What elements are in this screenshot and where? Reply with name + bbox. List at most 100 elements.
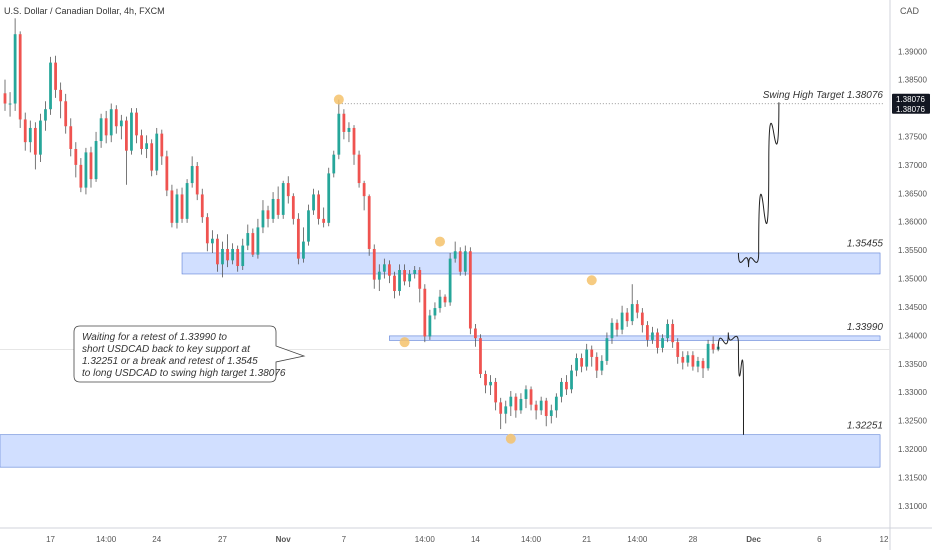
candle-body-112 <box>570 370 573 390</box>
candle-body-140 <box>711 343 715 350</box>
candle-body-54 <box>276 198 280 215</box>
swing-marker-4 <box>505 433 516 444</box>
y-tick-0: 1.39000 <box>898 47 927 56</box>
candle-body-94 <box>479 338 482 374</box>
annotation-line-2: 1.32251 or a break and retest of 1.3545 <box>82 356 258 367</box>
swing-marker-1 <box>435 236 445 247</box>
level-label-3: 1.32251 <box>847 421 883 432</box>
candle-body-138 <box>701 360 705 369</box>
candle-body-95 <box>484 373 487 386</box>
candle-body-126 <box>640 312 644 326</box>
candle-body-49 <box>251 233 255 255</box>
candle-body-24 <box>125 120 128 151</box>
zones <box>0 252 881 468</box>
y-tick-14: 1.32000 <box>898 445 927 454</box>
candle-body-82 <box>418 270 422 289</box>
candle-body-136 <box>691 355 695 367</box>
candle-body-64 <box>327 173 331 223</box>
candle-body-122 <box>620 312 624 330</box>
y-tick-15: 1.31500 <box>898 473 927 482</box>
x-tick-8: 14:00 <box>521 535 542 544</box>
candle-body-19 <box>99 118 103 142</box>
candle-body-106 <box>539 400 543 411</box>
candle-body-128 <box>651 332 654 340</box>
candle-body-117 <box>595 356 599 371</box>
candle-body-81 <box>413 270 417 274</box>
x-tick-last: 12 <box>880 535 889 544</box>
candle-body-114 <box>580 358 584 367</box>
candle-body-119 <box>605 338 609 361</box>
x-tick-10: 14:00 <box>627 535 648 544</box>
candle-body-41 <box>210 238 214 244</box>
candle-body-25 <box>130 112 133 151</box>
candle-body-22 <box>114 109 118 127</box>
candle-body-96 <box>489 381 492 386</box>
swing-marker-2 <box>399 337 410 348</box>
price-tag-label: 1.38076 <box>896 95 925 104</box>
candle-body-120 <box>610 322 614 339</box>
candle-body-8 <box>44 109 47 121</box>
candle-body-48 <box>246 233 250 246</box>
annotation-line-1: short USDCAD back to key support at <box>82 344 251 355</box>
candle-body-86 <box>438 296 442 309</box>
candle-body-26 <box>135 112 138 136</box>
x-tick-7: 14 <box>471 535 480 544</box>
candle-body-88 <box>448 258 452 303</box>
candle-body-71 <box>362 183 366 197</box>
candle-body-43 <box>221 248 224 265</box>
candle-body-4 <box>23 119 27 143</box>
candle-body-90 <box>458 251 462 272</box>
x-tick-2: 24 <box>152 535 161 544</box>
candle-body-16 <box>84 152 88 188</box>
candle-body-129 <box>656 332 659 348</box>
projection-path-0 <box>737 102 780 268</box>
candle-body-100 <box>509 396 513 407</box>
candle-body-125 <box>635 304 639 313</box>
candle-body-39 <box>200 194 204 218</box>
x-tick-12: Dec <box>746 535 761 544</box>
swing-marker-0 <box>333 94 344 105</box>
candle-body-87 <box>443 296 447 303</box>
candle-body-107 <box>544 400 548 417</box>
x-tick-9: 21 <box>582 535 591 544</box>
candle-body-131 <box>666 323 670 339</box>
candle-body-137 <box>696 360 700 367</box>
candle-body-109 <box>554 396 558 411</box>
candle-body-28 <box>145 143 149 149</box>
candle-body-78 <box>398 270 401 292</box>
price-tag-label-bottom: 1.38076 <box>896 105 925 114</box>
candle-body-73 <box>372 248 376 280</box>
candle-body-74 <box>377 271 381 280</box>
candle-body-0 <box>3 93 7 104</box>
price-tag-bg <box>892 93 930 114</box>
candle-body-76 <box>388 264 391 276</box>
projections <box>717 102 780 435</box>
y-tick-6: 1.36000 <box>898 218 927 227</box>
candle-body-23 <box>119 120 123 127</box>
level-label-1: 1.35455 <box>847 239 884 250</box>
annotation-line-0: Waiting for a retest of 1.33990 to <box>82 332 227 343</box>
candle-body-46 <box>236 248 240 267</box>
x-tick-6: 14:00 <box>415 535 436 544</box>
chart-title: U.S. Dollar / Canadian Dollar, 4h, FXCM <box>4 6 165 16</box>
candle-body-133 <box>676 342 680 357</box>
candle-body-29 <box>150 143 154 171</box>
candle-body-61 <box>312 194 315 211</box>
candle-body-113 <box>575 358 578 371</box>
zone-2 <box>0 434 881 468</box>
candle-body-83 <box>423 288 427 337</box>
candle-body-34 <box>175 194 179 223</box>
candle-body-1 <box>8 103 12 105</box>
level-lines: Swing High Target 1.38076 1.35455 1.33990 1… <box>338 90 884 432</box>
candle-body-111 <box>565 381 568 390</box>
x-tick-11: 28 <box>688 535 697 544</box>
candle-body-59 <box>302 241 305 259</box>
y-tick-16: 1.31000 <box>898 502 927 511</box>
candle-body-7 <box>39 120 42 155</box>
candle-body-102 <box>519 398 523 411</box>
candle-body-6 <box>33 127 37 155</box>
candle-body-35 <box>180 194 184 219</box>
candle-body-108 <box>549 410 553 417</box>
